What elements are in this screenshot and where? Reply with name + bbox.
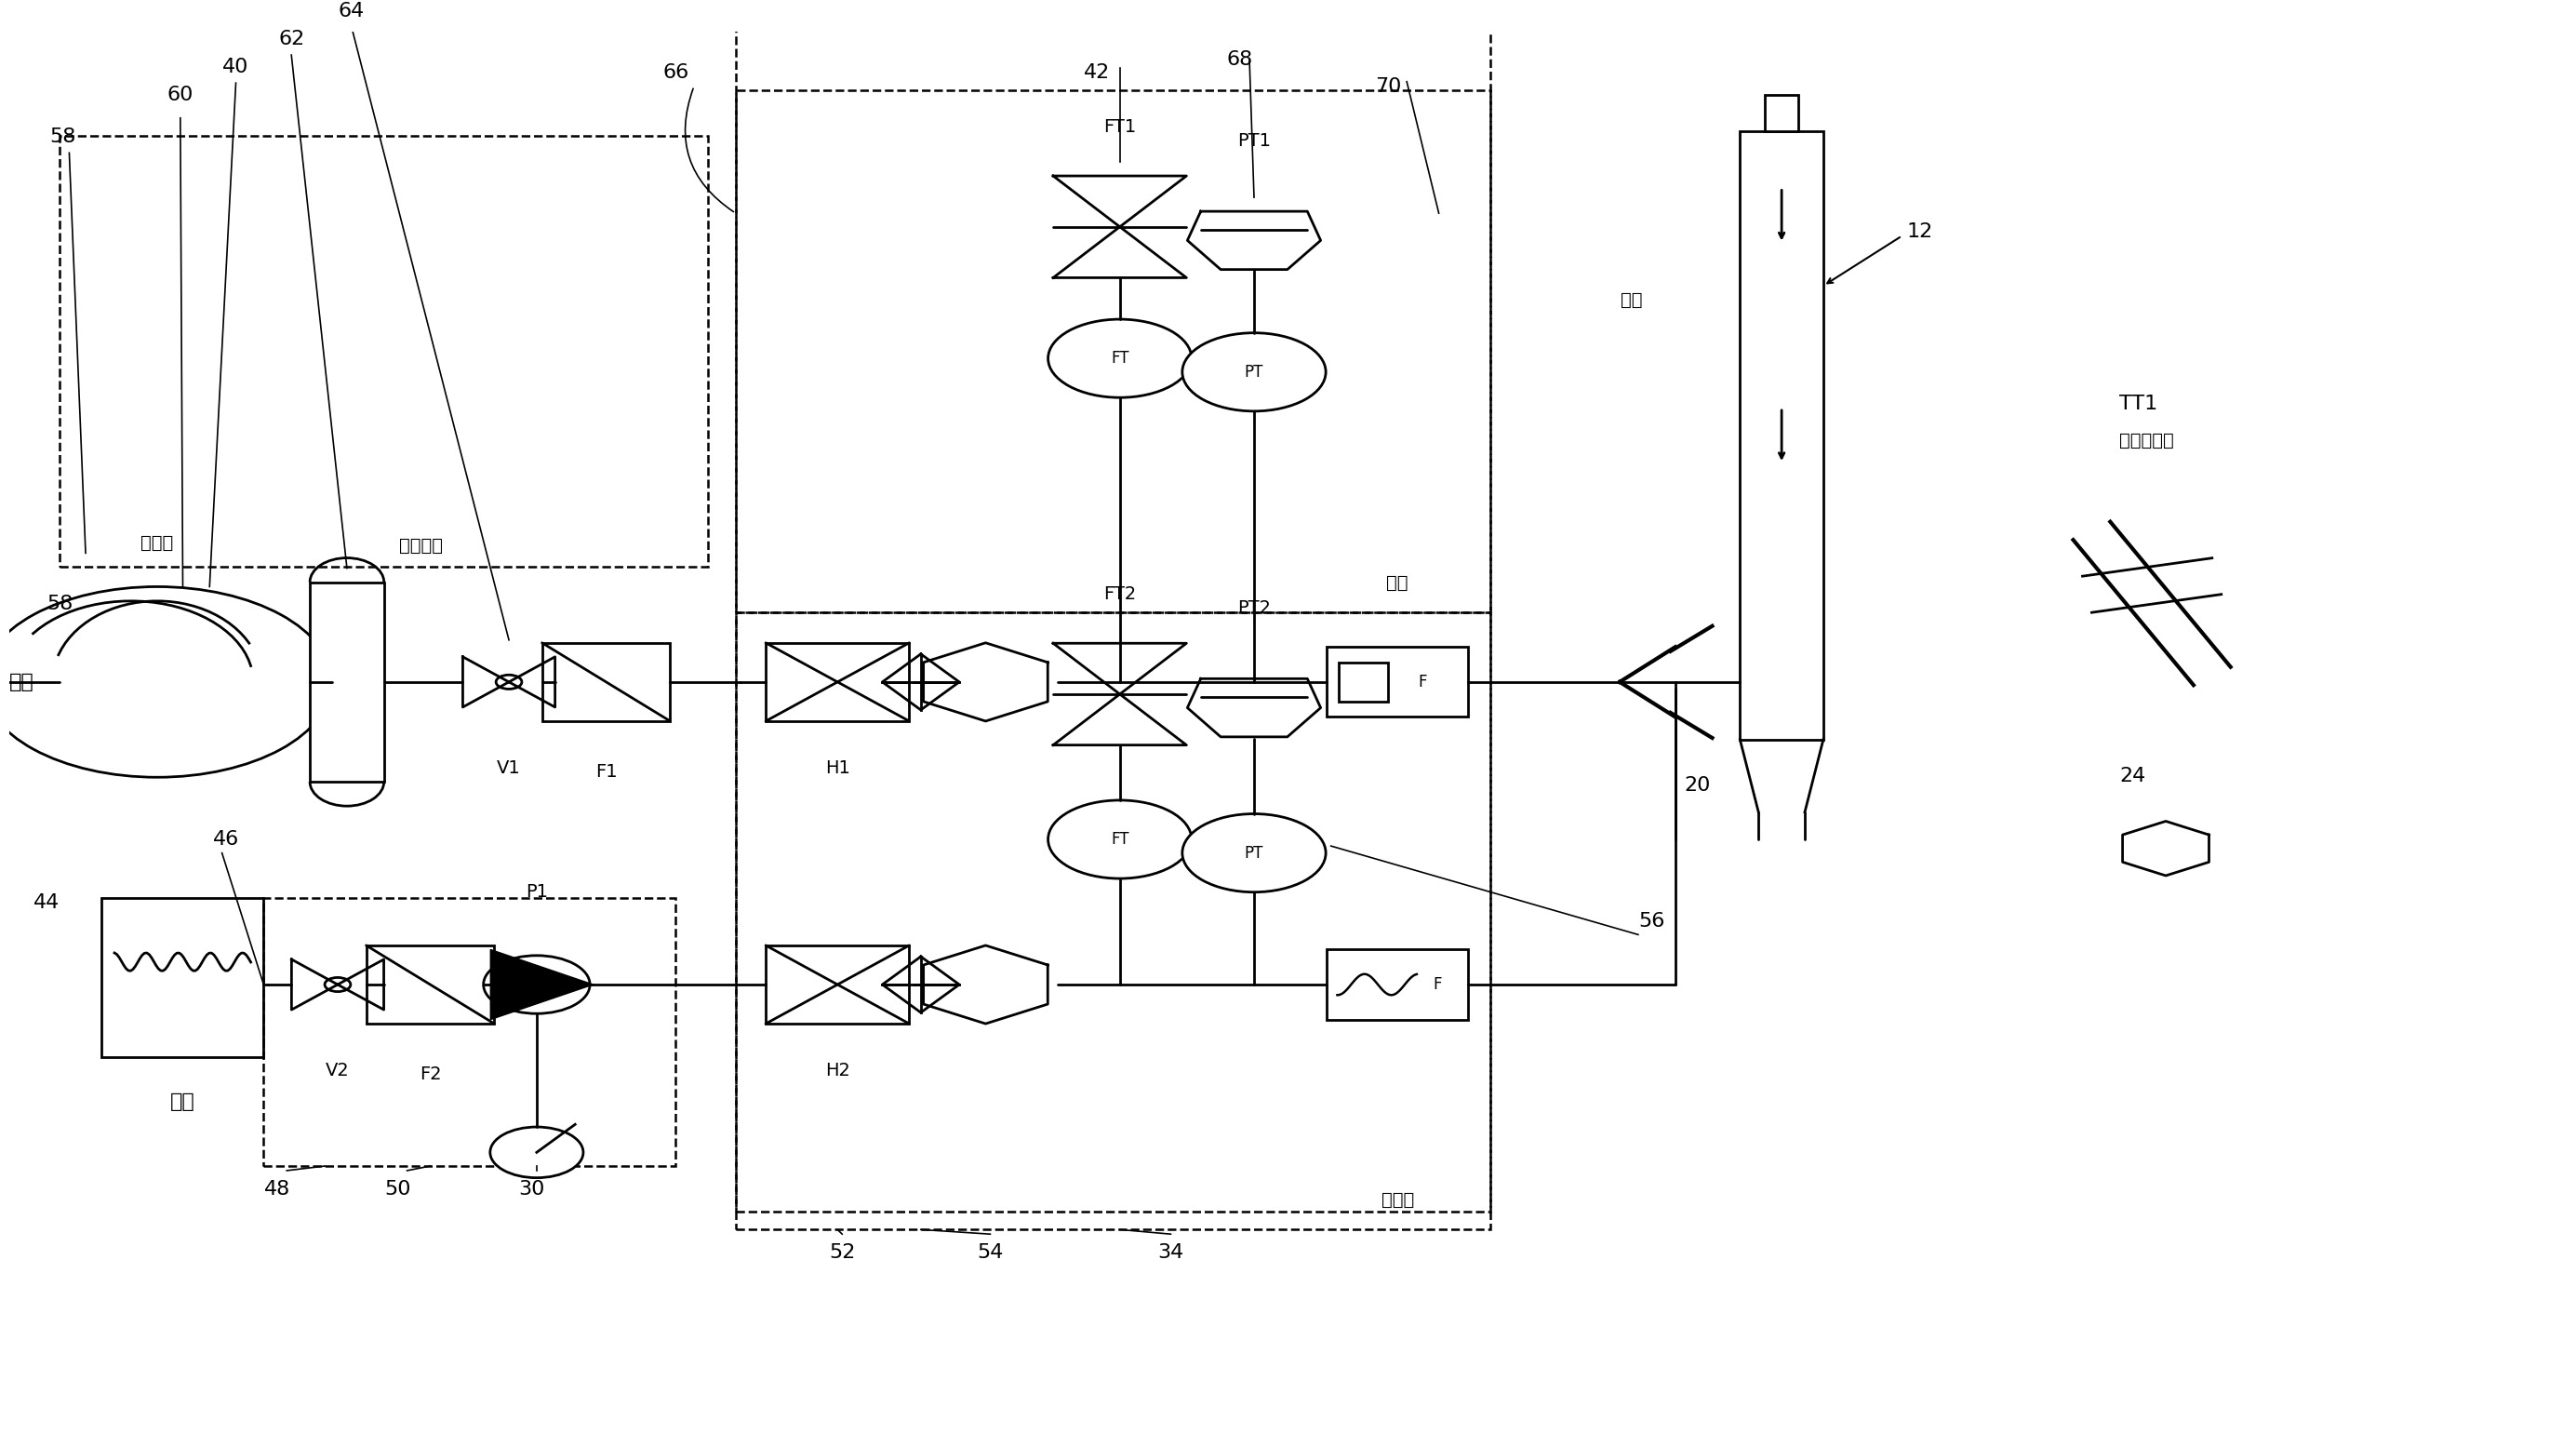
Text: 40: 40 xyxy=(222,57,250,76)
Bar xyxy=(737,90,1489,612)
Text: F: F xyxy=(1419,674,1427,690)
Text: H1: H1 xyxy=(824,759,850,777)
Text: 58: 58 xyxy=(46,595,75,614)
Bar xyxy=(765,642,909,721)
Text: 54: 54 xyxy=(976,1243,1005,1262)
Bar xyxy=(765,945,909,1024)
Text: 56: 56 xyxy=(1638,912,1664,931)
Bar xyxy=(1327,647,1468,717)
Text: V1: V1 xyxy=(497,759,520,777)
Text: 24: 24 xyxy=(2120,767,2146,786)
Text: 30: 30 xyxy=(518,1180,546,1199)
Circle shape xyxy=(1048,320,1193,397)
Text: 58: 58 xyxy=(49,128,75,146)
Text: 70: 70 xyxy=(1376,77,1401,96)
Bar xyxy=(309,582,384,782)
Text: P1: P1 xyxy=(526,883,549,901)
Text: F2: F2 xyxy=(420,1065,440,1083)
Text: 44: 44 xyxy=(33,893,59,912)
Text: 46: 46 xyxy=(214,830,240,849)
Text: 52: 52 xyxy=(829,1243,855,1262)
Bar xyxy=(366,945,495,1024)
Bar xyxy=(737,0,1489,1212)
Text: FT: FT xyxy=(1110,350,1128,367)
Bar xyxy=(100,898,263,1057)
Text: FT2: FT2 xyxy=(1103,585,1136,604)
Text: F: F xyxy=(1432,977,1443,992)
Text: H2: H2 xyxy=(824,1061,850,1080)
Text: 60: 60 xyxy=(167,86,193,103)
Text: 液体: 液体 xyxy=(170,1093,196,1111)
Bar xyxy=(1340,663,1388,701)
Text: FT1: FT1 xyxy=(1103,118,1136,136)
Text: 喷枪: 喷枪 xyxy=(1620,291,1641,308)
Circle shape xyxy=(325,978,350,991)
Text: 空气: 空气 xyxy=(10,673,33,691)
Bar xyxy=(1765,95,1798,132)
Circle shape xyxy=(1048,800,1193,879)
Text: 48: 48 xyxy=(265,1180,291,1199)
Circle shape xyxy=(1182,333,1327,412)
Bar xyxy=(263,898,675,1166)
Text: 68: 68 xyxy=(1226,50,1255,69)
Bar xyxy=(1327,949,1468,1020)
Circle shape xyxy=(0,587,332,777)
Text: PT: PT xyxy=(1244,364,1262,380)
Text: 液体流: 液体流 xyxy=(1381,1190,1414,1209)
Text: 42: 42 xyxy=(1084,63,1110,82)
Text: PT2: PT2 xyxy=(1236,599,1270,617)
Text: 64: 64 xyxy=(337,1,366,20)
Circle shape xyxy=(497,675,523,688)
Text: 压缩机: 压缩机 xyxy=(142,533,173,552)
Text: TT1: TT1 xyxy=(2120,394,2159,413)
Polygon shape xyxy=(489,949,592,1020)
Text: 66: 66 xyxy=(662,63,688,82)
Text: 50: 50 xyxy=(384,1180,412,1199)
Text: 压力容器: 压力容器 xyxy=(399,536,443,554)
Bar xyxy=(1739,132,1824,740)
Bar xyxy=(541,642,670,721)
Text: 温度传感器: 温度传感器 xyxy=(2120,432,2174,449)
Text: 12: 12 xyxy=(1906,222,1932,241)
Circle shape xyxy=(484,955,590,1014)
Text: F1: F1 xyxy=(595,763,618,780)
Text: 62: 62 xyxy=(278,29,304,47)
Text: 34: 34 xyxy=(1157,1243,1185,1262)
Bar xyxy=(59,136,708,566)
Text: 20: 20 xyxy=(1685,776,1710,794)
Text: PT1: PT1 xyxy=(1236,132,1270,149)
Circle shape xyxy=(489,1127,582,1177)
Text: 气流: 气流 xyxy=(1386,574,1409,591)
Text: FT: FT xyxy=(1110,830,1128,847)
Text: PT: PT xyxy=(1244,845,1262,862)
Text: V2: V2 xyxy=(325,1061,350,1080)
Bar xyxy=(737,612,1489,1229)
Circle shape xyxy=(1182,815,1327,892)
